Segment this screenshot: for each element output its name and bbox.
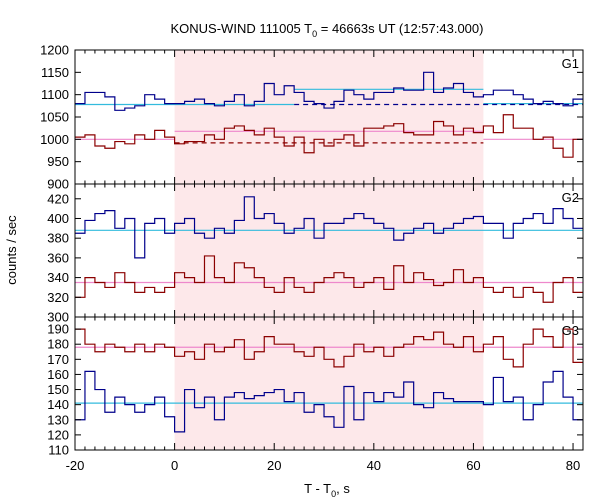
y-tick-label-g1-900: 900 bbox=[47, 177, 69, 192]
panel-frame-g3 bbox=[74, 316, 584, 451]
x-tick-label--20: -20 bbox=[66, 458, 85, 473]
y-tick-label-g1-1050: 1050 bbox=[40, 110, 69, 125]
series-step-g2-1 bbox=[75, 255, 583, 303]
y-tick-label-g1-1100: 1100 bbox=[41, 87, 69, 102]
series-step-g1-0 bbox=[75, 71, 583, 111]
y-tick-label-g3-120: 120 bbox=[47, 427, 69, 442]
x-tick-label-20: 20 bbox=[267, 458, 281, 473]
y-tick-label-g3-130: 130 bbox=[47, 412, 69, 427]
shaded-interval-g1 bbox=[174, 50, 484, 184]
y-tick-label-g3-140: 140 bbox=[47, 397, 69, 412]
chart-title: KONUS-WIND 111005 T0 = 46663s UT (12:57:… bbox=[171, 21, 484, 39]
y-tick-label-g3-180: 180 bbox=[47, 337, 69, 352]
y-tick-label-g3-150: 150 bbox=[47, 382, 69, 397]
y-tick-label-g2-400: 400 bbox=[47, 211, 69, 226]
series-step-g2-0 bbox=[75, 196, 583, 259]
panel-label-g1: G1 bbox=[562, 56, 579, 71]
x-tick-label-0: 0 bbox=[171, 458, 178, 473]
panel-label-g2: G2 bbox=[562, 190, 579, 205]
x-tick-label-80: 80 bbox=[566, 458, 580, 473]
panel-label-g3: G3 bbox=[562, 323, 579, 338]
y-tick-label-g1-1150: 1150 bbox=[41, 65, 69, 80]
y-tick-label-g1-1200: 1200 bbox=[40, 43, 69, 58]
x-tick-label-40: 40 bbox=[367, 458, 381, 473]
shaded-interval-g3 bbox=[174, 317, 484, 450]
y-tick-label-g2-340: 340 bbox=[47, 270, 69, 285]
y-tick-label-g2-300: 300 bbox=[47, 310, 69, 325]
y-tick-label-g3-160: 160 bbox=[47, 367, 69, 382]
y-tick-label-g2-360: 360 bbox=[47, 250, 69, 265]
y-axis-label: counts / sec bbox=[4, 215, 19, 285]
x-tick-label-60: 60 bbox=[466, 458, 480, 473]
y-tick-label-g1-1000: 1000 bbox=[40, 132, 69, 147]
series-step-g3-1 bbox=[75, 370, 583, 433]
series-step-g1-1 bbox=[75, 114, 583, 158]
y-tick-label-g3-170: 170 bbox=[47, 352, 69, 367]
y-tick-label-g2-320: 320 bbox=[47, 290, 69, 305]
series-step-g3-0 bbox=[75, 328, 583, 368]
y-tick-label-g3-110: 110 bbox=[48, 443, 69, 458]
y-tick-label-g2-420: 420 bbox=[47, 191, 69, 206]
y-tick-label-g3-190: 190 bbox=[47, 322, 69, 337]
y-tick-label-g2-380: 380 bbox=[47, 231, 69, 246]
y-tick-label-g1-950: 950 bbox=[47, 154, 69, 169]
shaded-interval-g2 bbox=[174, 184, 484, 317]
x-axis-label: T - T0, s bbox=[304, 481, 350, 499]
